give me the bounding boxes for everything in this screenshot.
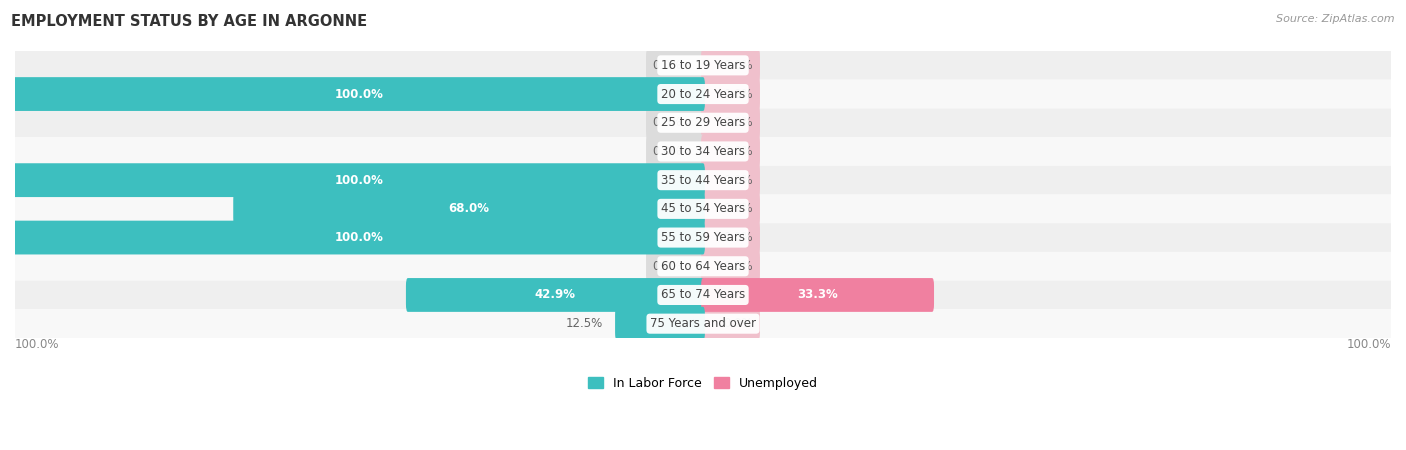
- Text: 0.0%: 0.0%: [724, 174, 754, 187]
- Text: 33.3%: 33.3%: [797, 288, 838, 302]
- FancyBboxPatch shape: [645, 77, 704, 111]
- FancyBboxPatch shape: [13, 163, 704, 197]
- FancyBboxPatch shape: [13, 166, 1393, 194]
- FancyBboxPatch shape: [13, 252, 1393, 281]
- Text: 25 to 29 Years: 25 to 29 Years: [661, 116, 745, 129]
- Text: 55 to 59 Years: 55 to 59 Years: [661, 231, 745, 244]
- FancyBboxPatch shape: [702, 307, 761, 341]
- Text: 0.0%: 0.0%: [724, 231, 754, 244]
- Text: 12.5%: 12.5%: [567, 317, 603, 330]
- FancyBboxPatch shape: [702, 278, 934, 312]
- FancyBboxPatch shape: [13, 51, 1393, 80]
- FancyBboxPatch shape: [702, 192, 761, 226]
- Text: 75 Years and over: 75 Years and over: [650, 317, 756, 330]
- FancyBboxPatch shape: [645, 135, 704, 168]
- Text: 0.0%: 0.0%: [652, 59, 682, 72]
- FancyBboxPatch shape: [645, 163, 704, 197]
- Text: 35 to 44 Years: 35 to 44 Years: [661, 174, 745, 187]
- Text: 0.0%: 0.0%: [724, 260, 754, 273]
- Text: 30 to 34 Years: 30 to 34 Years: [661, 145, 745, 158]
- Text: 0.0%: 0.0%: [724, 145, 754, 158]
- FancyBboxPatch shape: [702, 163, 761, 197]
- Text: 100.0%: 100.0%: [1347, 338, 1391, 351]
- Text: Source: ZipAtlas.com: Source: ZipAtlas.com: [1277, 14, 1395, 23]
- Text: EMPLOYMENT STATUS BY AGE IN ARGONNE: EMPLOYMENT STATUS BY AGE IN ARGONNE: [11, 14, 367, 28]
- FancyBboxPatch shape: [614, 307, 704, 341]
- FancyBboxPatch shape: [645, 249, 704, 283]
- FancyBboxPatch shape: [13, 223, 1393, 252]
- FancyBboxPatch shape: [13, 137, 1393, 166]
- Text: 0.0%: 0.0%: [652, 145, 682, 158]
- Text: 0.0%: 0.0%: [652, 116, 682, 129]
- Text: 0.0%: 0.0%: [724, 317, 754, 330]
- FancyBboxPatch shape: [13, 108, 1393, 137]
- Text: 45 to 54 Years: 45 to 54 Years: [661, 202, 745, 216]
- FancyBboxPatch shape: [702, 106, 761, 140]
- Text: 16 to 19 Years: 16 to 19 Years: [661, 59, 745, 72]
- FancyBboxPatch shape: [702, 135, 761, 168]
- FancyBboxPatch shape: [645, 106, 704, 140]
- Text: 42.9%: 42.9%: [534, 288, 576, 302]
- Text: 100.0%: 100.0%: [335, 231, 384, 244]
- FancyBboxPatch shape: [13, 194, 1393, 223]
- Text: 100.0%: 100.0%: [335, 88, 384, 100]
- FancyBboxPatch shape: [645, 220, 704, 254]
- FancyBboxPatch shape: [702, 278, 761, 312]
- Text: 0.0%: 0.0%: [652, 260, 682, 273]
- Text: 0.0%: 0.0%: [724, 202, 754, 216]
- Text: 100.0%: 100.0%: [335, 174, 384, 187]
- FancyBboxPatch shape: [233, 192, 704, 226]
- FancyBboxPatch shape: [645, 278, 704, 312]
- FancyBboxPatch shape: [702, 49, 761, 82]
- FancyBboxPatch shape: [645, 307, 704, 341]
- FancyBboxPatch shape: [13, 77, 704, 111]
- Text: 68.0%: 68.0%: [449, 202, 489, 216]
- Text: 0.0%: 0.0%: [724, 116, 754, 129]
- FancyBboxPatch shape: [13, 80, 1393, 108]
- FancyBboxPatch shape: [645, 49, 704, 82]
- FancyBboxPatch shape: [645, 192, 704, 226]
- Legend: In Labor Force, Unemployed: In Labor Force, Unemployed: [583, 372, 823, 395]
- FancyBboxPatch shape: [702, 77, 761, 111]
- FancyBboxPatch shape: [702, 220, 761, 254]
- Text: 0.0%: 0.0%: [724, 88, 754, 100]
- Text: 65 to 74 Years: 65 to 74 Years: [661, 288, 745, 302]
- Text: 60 to 64 Years: 60 to 64 Years: [661, 260, 745, 273]
- Text: 0.0%: 0.0%: [724, 59, 754, 72]
- FancyBboxPatch shape: [13, 281, 1393, 309]
- Text: 20 to 24 Years: 20 to 24 Years: [661, 88, 745, 100]
- FancyBboxPatch shape: [13, 220, 704, 254]
- FancyBboxPatch shape: [406, 278, 704, 312]
- FancyBboxPatch shape: [13, 309, 1393, 338]
- Text: 100.0%: 100.0%: [15, 338, 59, 351]
- FancyBboxPatch shape: [702, 249, 761, 283]
